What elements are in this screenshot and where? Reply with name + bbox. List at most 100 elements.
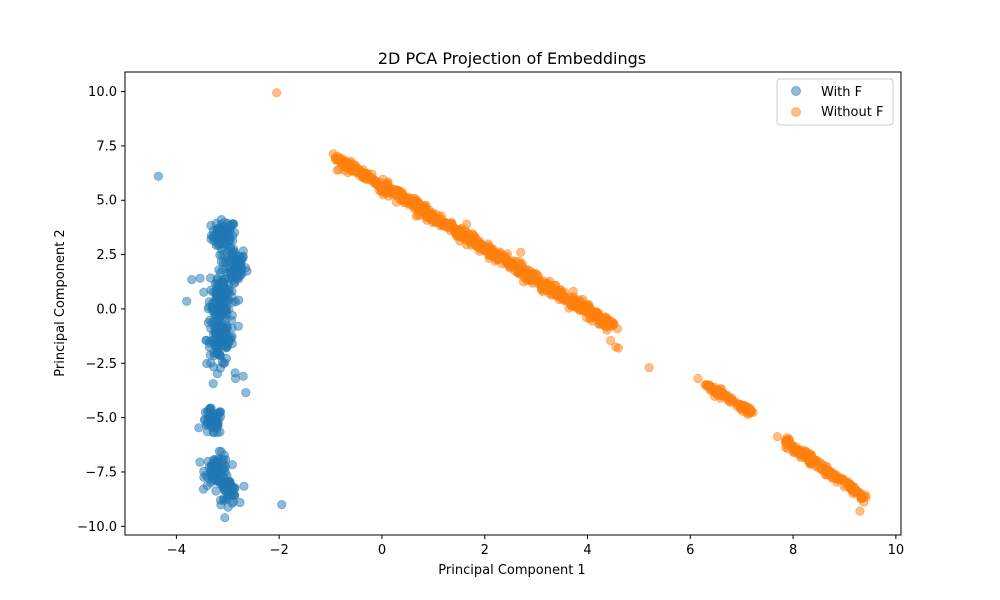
data-point-without-f [772,431,783,442]
data-point-with-f [199,287,209,297]
data-point-with-f [204,297,214,307]
data-point-with-f [230,373,241,384]
data-point-with-f [153,171,163,181]
data-point-with-f [209,467,219,478]
data-point-without-f [728,396,738,406]
data-point-with-f [228,250,238,260]
data-point-without-f [400,195,410,205]
data-point-without-f [516,247,526,257]
data-point-with-f [201,335,211,345]
data-point-with-f [212,292,222,302]
data-point-with-f [220,477,230,487]
x-axis-title: Principal Component 1 [438,563,585,578]
data-point-with-f [216,256,226,267]
data-point-without-f [577,306,588,316]
data-point-with-f [182,296,192,306]
data-point-with-f [212,369,223,379]
data-point-without-f [494,253,504,263]
data-point-without-f [568,286,578,296]
data-point-without-f [605,335,616,346]
data-point-with-f [212,341,223,351]
data-point-without-f [455,228,466,239]
y-tick-label: 2.5 [96,248,117,263]
data-point-without-f [602,316,612,326]
data-point-without-f [856,493,866,503]
data-point-without-f [809,457,819,467]
data-point-with-f [205,404,215,414]
data-point-without-f [363,169,373,179]
data-point-with-f [241,387,251,398]
data-point-without-f [271,88,282,98]
points-layer [153,88,871,523]
data-point-with-f [227,489,237,500]
data-point-with-f [220,485,230,496]
data-point-with-f [227,275,237,285]
data-point-without-f [844,479,854,490]
data-point-without-f [827,471,837,481]
y-axis-title: Principal Component 2 [53,229,68,376]
legend-label-with-f: With F [821,85,862,100]
data-point-without-f [780,438,791,448]
data-point-without-f [525,275,535,285]
data-point-with-f [220,513,230,523]
y-axis-ticks: −10.0 −7.5 −5.0 −2.5 0.0 2.5 5.0 7.5 10.0 [77,85,125,535]
legend-marker-without-f [791,107,801,117]
x-tick-label: 8 [789,543,797,558]
data-point-with-f [214,224,224,234]
data-point-without-f [350,162,360,172]
data-point-with-f [209,321,219,331]
x-tick-label: 4 [583,543,591,558]
data-point-without-f [332,165,342,175]
data-point-without-f [560,294,570,304]
data-point-with-f [194,423,204,433]
data-point-with-f [212,273,222,283]
data-point-without-f [430,217,441,227]
y-tick-label: 10.0 [88,85,117,100]
x-axis-ticks: −4 −2 0 2 4 6 8 10 [167,535,904,558]
plot-frame [124,71,902,536]
data-point-with-f [238,371,248,381]
data-point-without-f [791,442,801,452]
x-tick-label: 6 [686,543,694,558]
data-point-with-f [221,342,232,352]
x-tick-label: −4 [167,543,186,558]
y-tick-label: 7.5 [96,139,117,154]
data-point-without-f [714,386,724,396]
data-point-with-f [195,457,205,467]
data-point-without-f [474,246,484,256]
data-point-with-f [202,358,212,369]
legend-box [776,78,894,126]
data-point-without-f [613,343,624,353]
legend-marker-with-f [791,86,801,96]
data-point-with-f [230,228,240,238]
data-point-without-f [514,267,525,277]
data-point-without-f [514,256,524,267]
chart-title: 2D PCA Projection of Embeddings [378,49,646,68]
data-point-with-f [239,481,249,491]
data-point-without-f [644,362,654,373]
x-tick-label: −2 [270,543,289,558]
y-tick-label: 0.0 [96,302,117,317]
data-point-without-f [504,261,514,271]
data-point-with-f [220,461,231,471]
data-point-with-f [277,499,287,510]
data-point-without-f [462,219,472,229]
data-point-without-f [592,307,602,317]
x-tick-label: 0 [378,543,386,558]
data-point-without-f [800,452,810,462]
data-point-with-f [216,446,226,457]
y-tick-label: 5.0 [96,194,117,209]
y-tick-label: −10.0 [77,520,117,535]
data-point-with-f [219,358,229,369]
data-point-without-f [416,207,426,217]
data-point-without-f [820,464,830,474]
data-point-with-f [229,264,239,274]
data-point-without-f [382,184,392,194]
data-point-without-f [526,266,536,276]
legend-label-without-f: Without F [821,105,883,120]
data-point-with-f [227,286,237,296]
data-point-with-f [215,408,225,418]
data-point-with-f [195,273,205,283]
data-point-without-f [855,506,865,516]
